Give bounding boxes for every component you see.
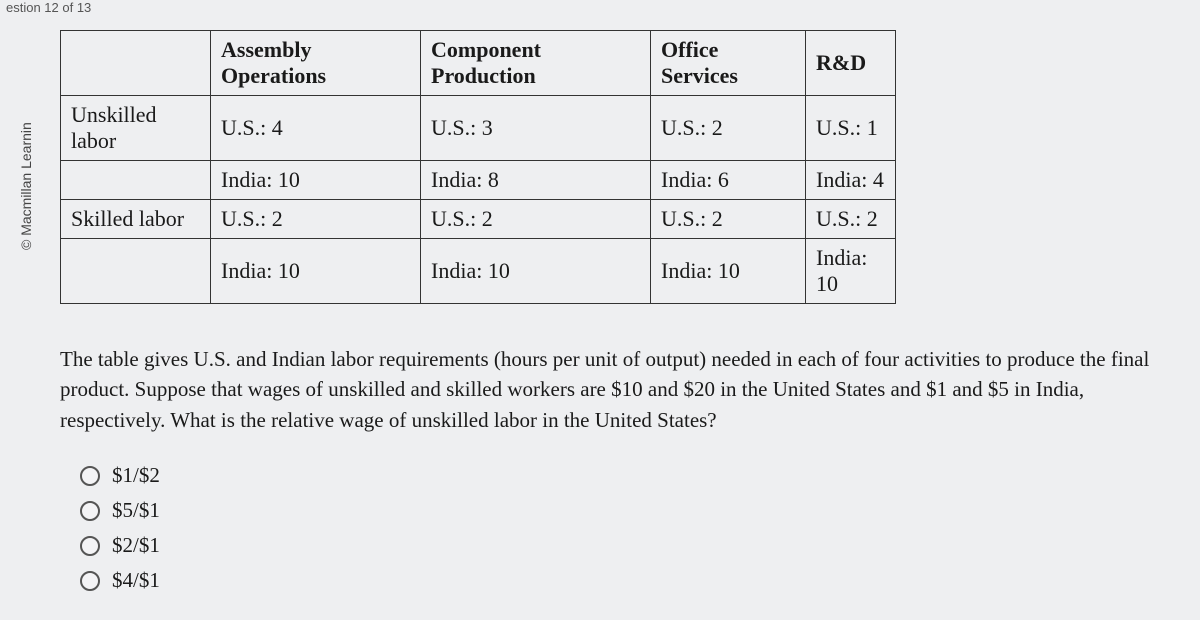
table-header-assembly: Assembly Operations: [211, 31, 421, 96]
table-cell: U.S.: 2: [211, 200, 421, 239]
option-4[interactable]: $4/$1: [80, 568, 1190, 593]
radio-icon: [80, 501, 100, 521]
row-header-blank: [61, 239, 211, 304]
table-cell: U.S.: 1: [806, 96, 896, 161]
option-1[interactable]: $1/$2: [80, 463, 1190, 488]
table-header-row: Assembly Operations Component Production…: [61, 31, 896, 96]
table-cell: India: 10: [651, 239, 806, 304]
option-label: $5/$1: [112, 498, 160, 523]
row-header-blank: [61, 161, 211, 200]
table-header-office: Office Services: [651, 31, 806, 96]
copyright-text: © Macmillan Learnin: [18, 122, 34, 250]
table-header-component: Component Production: [421, 31, 651, 96]
option-label: $2/$1: [112, 533, 160, 558]
option-label: $4/$1: [112, 568, 160, 593]
table-cell: U.S.: 2: [651, 200, 806, 239]
copyright-vertical: © Macmillan Learnin: [18, 122, 34, 250]
option-label: $1/$2: [112, 463, 160, 488]
question-counter-text: estion 12 of 13: [6, 0, 91, 15]
table-header-rd: R&D: [806, 31, 896, 96]
question-text: The table gives U.S. and Indian labor re…: [60, 344, 1180, 435]
radio-icon: [80, 571, 100, 591]
answer-options: $1/$2 $5/$1 $2/$1 $4/$1: [80, 463, 1190, 593]
labor-table: Assembly Operations Component Production…: [60, 30, 896, 304]
table-cell: India: 10: [211, 161, 421, 200]
table-row: Skilled labor U.S.: 2 U.S.: 2 U.S.: 2 U.…: [61, 200, 896, 239]
option-3[interactable]: $2/$1: [80, 533, 1190, 558]
radio-icon: [80, 466, 100, 486]
radio-icon: [80, 536, 100, 556]
table-header-blank: [61, 31, 211, 96]
table-cell: India: 10: [806, 239, 896, 304]
row-header-skilled: Skilled labor: [61, 200, 211, 239]
table-cell: India: 10: [421, 239, 651, 304]
table-row: India: 10 India: 10 India: 10 India: 10: [61, 239, 896, 304]
table-cell: U.S.: 4: [211, 96, 421, 161]
table-row: India: 10 India: 8 India: 6 India: 4: [61, 161, 896, 200]
table-cell: U.S.: 2: [651, 96, 806, 161]
table-cell: India: 10: [211, 239, 421, 304]
table-cell: India: 8: [421, 161, 651, 200]
question-counter: estion 12 of 13: [0, 0, 97, 15]
option-2[interactable]: $5/$1: [80, 498, 1190, 523]
table-row: Unskilled labor U.S.: 4 U.S.: 3 U.S.: 2 …: [61, 96, 896, 161]
main-content: Assembly Operations Component Production…: [60, 30, 1190, 603]
table-cell: U.S.: 2: [806, 200, 896, 239]
table-cell: India: 6: [651, 161, 806, 200]
table-cell: U.S.: 2: [421, 200, 651, 239]
table-cell: India: 4: [806, 161, 896, 200]
table-cell: U.S.: 3: [421, 96, 651, 161]
row-header-unskilled: Unskilled labor: [61, 96, 211, 161]
